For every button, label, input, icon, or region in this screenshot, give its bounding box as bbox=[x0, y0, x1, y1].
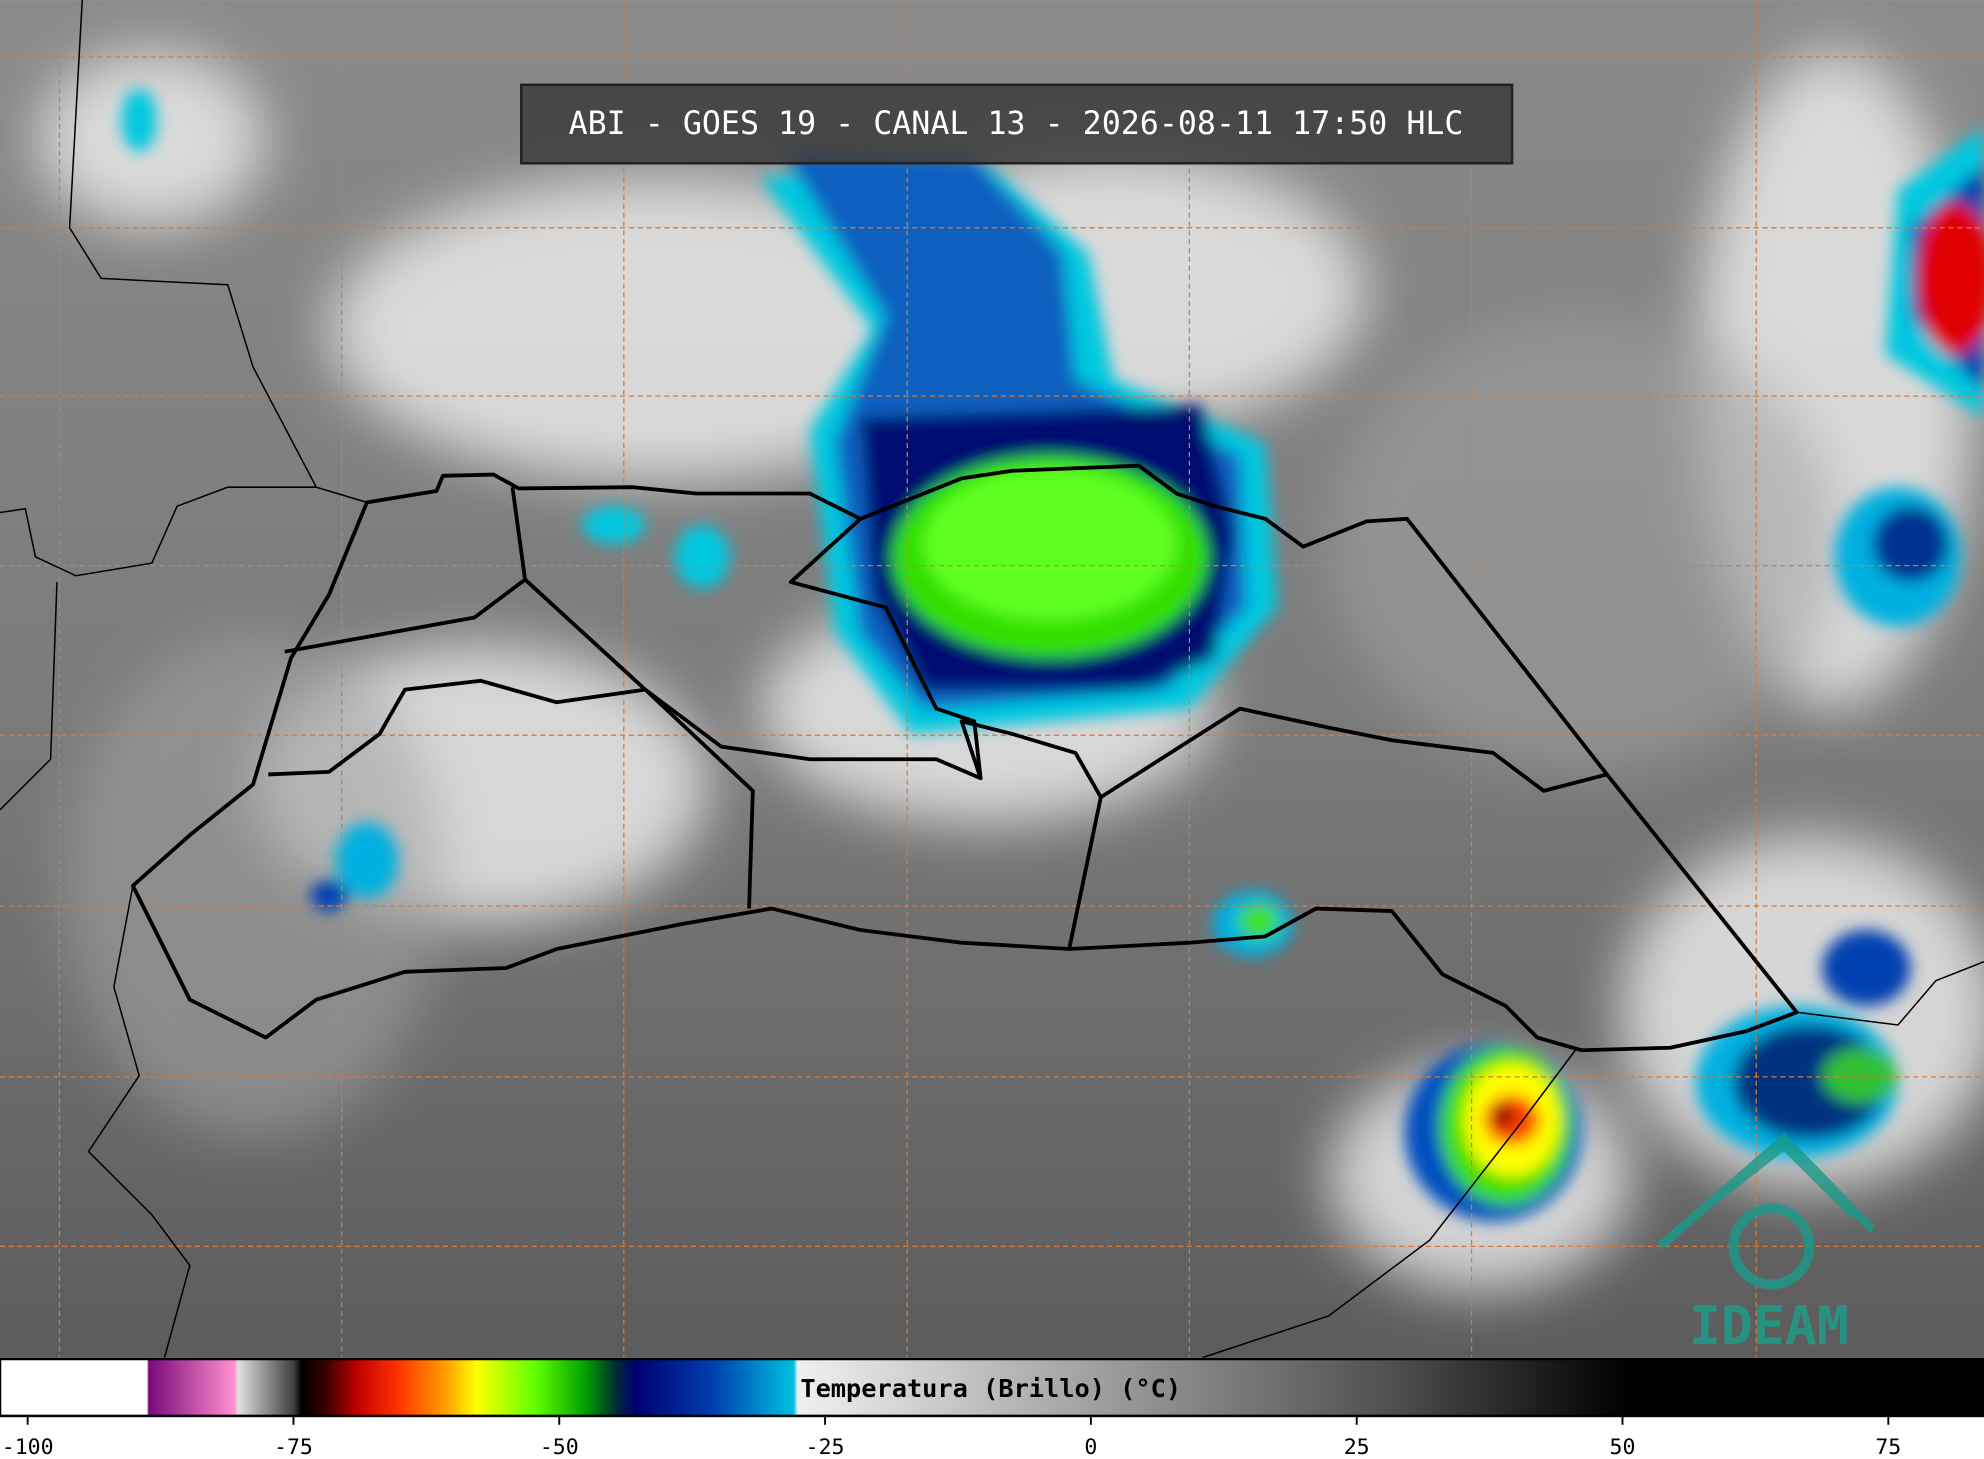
satellite-image bbox=[0, 0, 1984, 1359]
title: ABI - GOES 19 - CANAL 13 - 2026-08-11 17… bbox=[569, 106, 1464, 142]
tick-label: -25 bbox=[806, 1435, 845, 1459]
colorbar: Temperatura (Brillo) (°C) -100 -75 -50 -25 0… bbox=[0, 1357, 1984, 1459]
logo-text: IDEAM bbox=[1689, 1295, 1849, 1357]
tick-label: 50 bbox=[1610, 1435, 1636, 1459]
logo: IDEAM bbox=[1657, 1132, 1876, 1357]
tick-label: -50 bbox=[540, 1435, 579, 1459]
tick-label: 0 bbox=[1084, 1435, 1097, 1459]
tick-label: -100 bbox=[2, 1435, 54, 1459]
title-box: ABI - GOES 19 - CANAL 13 - 2026-08-11 17… bbox=[520, 83, 1514, 165]
tick-label: 75 bbox=[1875, 1435, 1901, 1459]
tick-label: -75 bbox=[274, 1435, 313, 1459]
colorbar-label: Temperatura (Brillo) (°C) bbox=[800, 1374, 1181, 1403]
tick-label: 25 bbox=[1344, 1435, 1370, 1459]
